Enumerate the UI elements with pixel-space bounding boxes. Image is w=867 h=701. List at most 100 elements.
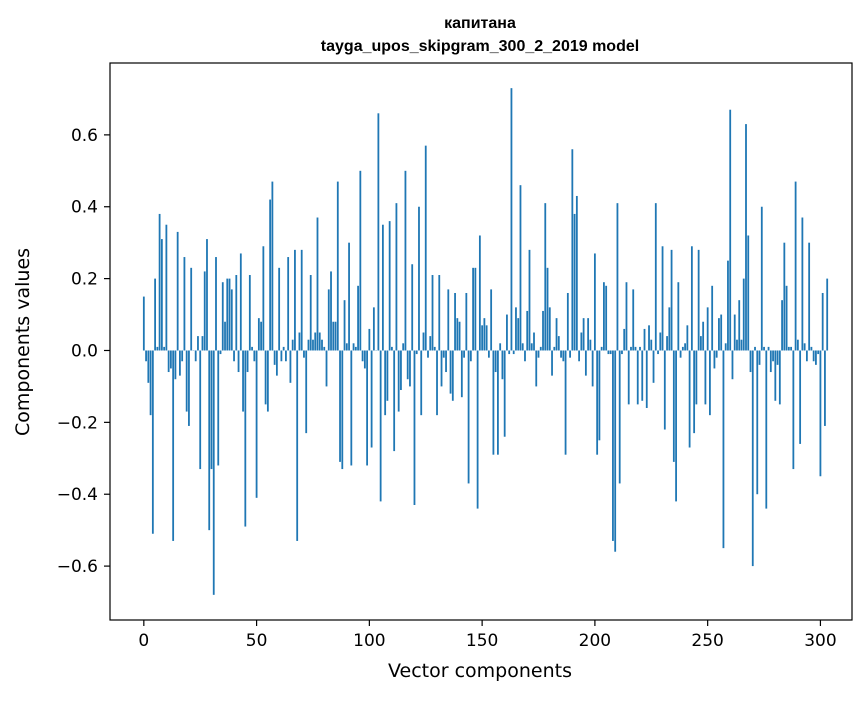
bar [328,289,330,350]
bar [714,350,716,368]
bar [520,185,522,350]
bar [558,336,560,350]
bar [414,350,416,505]
bar [436,350,438,415]
bar [163,347,165,351]
bar [168,350,170,372]
bar [659,333,661,351]
bar [396,203,398,350]
bar [215,257,217,350]
bar [159,214,161,351]
bar [673,350,675,461]
bar [181,350,183,361]
bar [258,318,260,350]
bar [197,336,199,350]
bar [736,340,738,351]
bar [380,350,382,501]
bar [578,350,580,361]
bar [244,350,246,526]
bar [344,300,346,350]
bar [603,282,605,350]
bar [416,350,418,354]
bar [662,246,664,350]
bar [531,343,533,350]
bar [763,347,765,351]
bar [355,347,357,351]
bar [251,347,253,351]
bar [549,307,551,350]
bar [432,275,434,350]
bar [493,350,495,454]
bar [587,318,589,350]
bar [741,340,743,351]
bar [797,340,799,351]
bar [705,350,707,404]
bar [202,336,204,350]
bar [535,350,537,386]
bar [231,289,233,350]
bar [465,293,467,351]
bar [452,350,454,400]
bar [206,239,208,350]
bar [560,350,562,357]
bar [271,182,273,351]
bar [565,350,567,454]
bar [253,350,255,361]
bar [294,250,296,351]
bar [152,350,154,533]
bar [208,350,210,530]
bar [641,350,643,400]
bar [653,350,655,382]
bar [544,203,546,350]
bar [281,350,283,361]
bar [267,350,269,411]
bar [792,350,794,469]
bar [242,350,244,411]
bar [145,350,147,361]
bar [680,350,682,357]
bar [822,293,824,351]
bar [337,182,339,351]
bar [691,246,693,350]
y-axis-label: Components values [12,248,34,436]
bar [292,340,294,351]
bar [470,350,472,361]
bar [285,350,287,361]
bar [716,350,718,357]
bar [186,350,188,411]
bar [562,350,564,361]
bar [677,282,679,350]
bar [411,264,413,350]
bar [400,350,402,390]
bar [409,350,411,386]
bar [589,340,591,351]
bar [529,250,531,351]
bar [393,350,395,451]
bar [702,322,704,351]
bar [382,225,384,351]
x-tick-label: 100 [353,631,385,651]
bar [321,340,323,351]
bar [371,350,373,447]
bar [434,347,436,351]
bar [366,350,368,465]
bar [556,318,558,350]
bar [256,350,258,497]
bar [296,350,298,540]
bar [788,347,790,351]
y-axis-ticks: −0.6−0.4−0.20.00.20.40.6 [57,126,110,577]
bar [571,149,573,350]
bar [754,347,756,351]
bar [761,207,763,351]
bar [262,246,264,350]
bar [190,268,192,351]
bar [524,350,526,361]
bar [260,322,262,351]
bar [551,350,553,375]
bar [278,268,280,351]
bar [698,250,700,351]
bar [774,350,776,400]
bar [443,350,445,357]
bar [429,336,431,350]
chart-title: капитана [444,15,516,32]
